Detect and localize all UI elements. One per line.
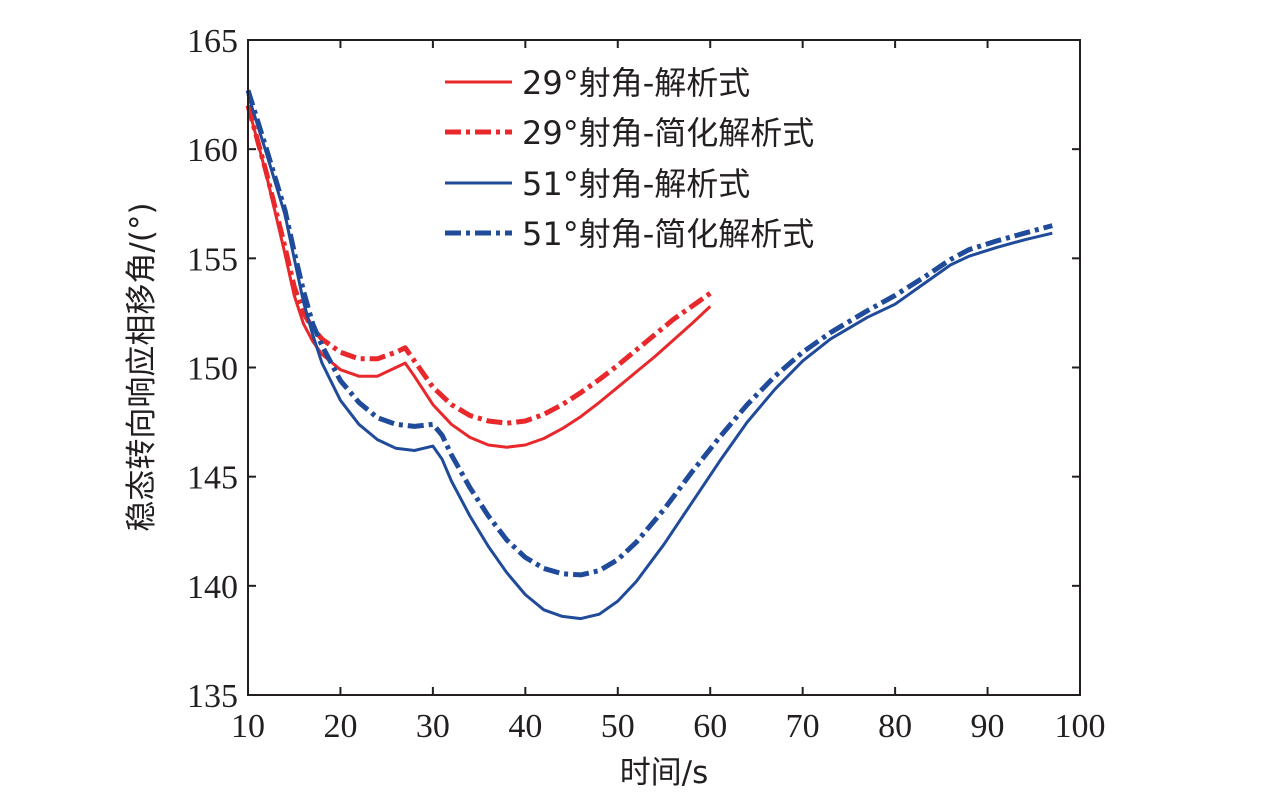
x-tick-label: 70 [786, 708, 820, 745]
series-layer [245, 89, 1053, 621]
series-line-2 [245, 104, 712, 426]
x-tick-label: 60 [693, 708, 727, 745]
legend-label-4: 51°射角-简化解析式 [522, 215, 814, 253]
y-tick-label: 165 [187, 23, 238, 60]
series-line-3 [246, 94, 1053, 621]
x-tick-label: 30 [416, 708, 450, 745]
legend-label-3: 51°射角-解析式 [522, 165, 750, 203]
y-tick-label: 150 [187, 351, 238, 388]
ticks-layer [247, 39, 1081, 696]
legend: 29°射角-解析式 29°射角-简化解析式 51°射角-解析式 51°射角-简化… [445, 64, 814, 253]
y-tick-label: 135 [187, 678, 238, 715]
y-tick-label: 145 [187, 460, 238, 497]
legend-label-1: 29°射角-解析式 [522, 64, 750, 102]
x-tick-label: 50 [601, 708, 635, 745]
tick-labels-layer: 10 20 30 40 50 60 70 80 90 100 135 140 145 150 155 160 1… [187, 23, 1106, 745]
x-tick-label: 10 [231, 708, 265, 745]
x-tick-label: 90 [971, 708, 1005, 745]
legend-label-2: 29°射角-简化解析式 [522, 114, 814, 152]
y-tick-label: 140 [187, 569, 238, 606]
y-tick-label: 155 [187, 241, 238, 278]
x-tick-label: 20 [323, 708, 357, 745]
y-tick-label: 160 [187, 132, 238, 169]
x-axis-label: 时间/s [620, 755, 709, 791]
y-axis-label: 稳态转向响应相移角/(°) [124, 202, 160, 531]
x-tick-label: 80 [878, 708, 912, 745]
x-tick-label: 40 [508, 708, 542, 745]
series-line-1 [246, 105, 712, 449]
x-tick-label: 100 [1055, 708, 1106, 745]
series-line-4 [245, 89, 1053, 578]
